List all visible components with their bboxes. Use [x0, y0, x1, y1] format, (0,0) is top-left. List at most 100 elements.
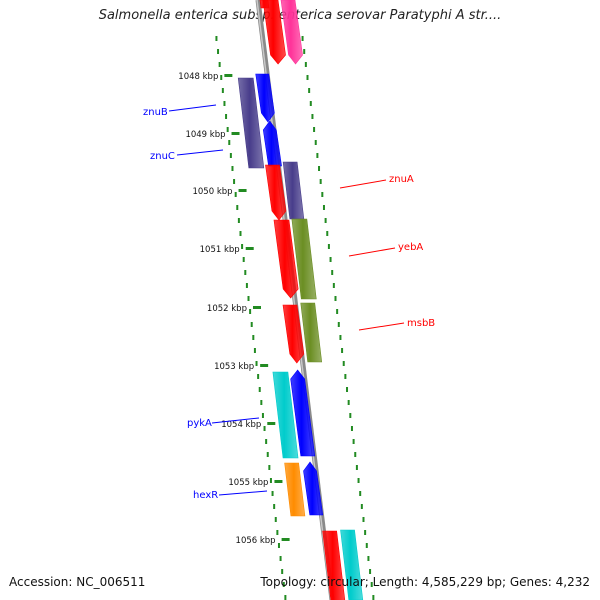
guide-dot	[271, 491, 274, 496]
gene-feature-blue	[303, 461, 324, 516]
tick-label: 1054 kbp	[221, 420, 261, 430]
guide-dot	[249, 309, 252, 314]
gene-feature-red	[265, 164, 287, 221]
tick-label: 1051 kbp	[200, 245, 240, 255]
guide-dot	[365, 543, 368, 548]
tick-mark	[267, 422, 276, 425]
guide-dot	[229, 153, 232, 158]
guide-dot	[324, 218, 327, 223]
guide-dot	[218, 62, 221, 67]
gene-feature-pink	[280, 0, 303, 65]
guide-dot	[221, 88, 224, 93]
guide-dot	[355, 465, 358, 470]
guide-dot	[241, 244, 244, 249]
guide-dot	[234, 192, 237, 197]
guide-dot	[370, 582, 373, 587]
guide-dot	[269, 478, 272, 483]
gene-feature-red	[259, 0, 270, 9]
guide-dot	[314, 140, 317, 145]
guide-dot	[273, 504, 276, 509]
genome-title: Salmonella enterica subsp. enterica sero…	[98, 8, 502, 23]
tick-label: 1048 kbp	[178, 72, 218, 82]
guide-dot	[253, 348, 256, 353]
gene-feature-olive	[291, 218, 317, 300]
gene-label-connector	[168, 104, 217, 112]
guide-dot	[236, 205, 239, 210]
guide-dot	[242, 257, 245, 262]
guide-dot	[309, 101, 312, 106]
guide-dot	[332, 283, 335, 288]
guide-dot	[313, 127, 316, 132]
guide-dot	[301, 36, 304, 41]
guide-dot	[367, 556, 370, 561]
gene-feature-cyan	[272, 371, 299, 459]
guide-dot	[337, 322, 340, 327]
gene-label-connector	[339, 179, 387, 189]
guide-dot	[316, 153, 319, 158]
guide-dot	[329, 257, 332, 262]
guide-dot	[274, 517, 277, 522]
gene-label-znuC: znuC	[150, 151, 175, 162]
guide-dot	[326, 231, 329, 236]
guide-dot	[304, 62, 307, 67]
guide-dot	[341, 348, 344, 353]
tick-mark	[245, 247, 254, 250]
guide-dot	[334, 296, 337, 301]
guide-dot	[228, 140, 231, 145]
guide-dot	[306, 75, 309, 80]
guide-dot	[372, 595, 375, 600]
accession-text: Accession: NC_006511	[9, 575, 146, 589]
guide-dot	[258, 387, 261, 392]
tick-mark	[252, 306, 261, 309]
guide-dot	[279, 556, 282, 561]
tick-mark	[231, 132, 240, 135]
guide-dot	[308, 88, 311, 93]
kbp-ticks: 1048 kbp 1049 kbp 1050 kbp 1051 kbp 1052 kbp…	[178, 72, 290, 546]
guide-dot	[277, 543, 280, 548]
guide-dot	[225, 114, 228, 119]
guide-dot	[276, 530, 279, 535]
guide-dot	[220, 75, 223, 80]
guide-dot	[217, 49, 220, 54]
guide-dot	[266, 452, 269, 457]
guide-dot	[354, 452, 357, 457]
guide-dot	[255, 361, 258, 366]
guide-dot	[239, 231, 242, 236]
guide-dot	[223, 101, 226, 106]
gene-feature-navy	[237, 77, 265, 169]
guide-dot	[252, 335, 255, 340]
guide-dot	[322, 205, 325, 210]
guide-dot	[359, 491, 362, 496]
gene-feature-olive	[300, 302, 323, 363]
gene-feature-red	[273, 219, 299, 299]
guide-dot	[261, 413, 264, 418]
guide-dot	[265, 439, 268, 444]
guide-dot	[215, 36, 218, 41]
guide-dot	[282, 582, 285, 587]
tick-label: 1056 kbp	[236, 536, 276, 546]
guide-dot	[369, 569, 372, 574]
guide-dot	[360, 504, 363, 509]
gene-feature-blue	[290, 369, 316, 457]
guide-dot	[346, 387, 349, 392]
tick-label: 1049 kbp	[185, 130, 225, 140]
guide-dot	[327, 244, 330, 249]
guide-dot	[318, 166, 321, 171]
gene-feature-red	[282, 304, 305, 364]
guide-dot	[362, 517, 365, 522]
guide-dot	[349, 413, 352, 418]
guide-dot	[247, 296, 250, 301]
tick-label: 1052 kbp	[207, 304, 247, 314]
tick-label: 1053 kbp	[214, 362, 254, 372]
tick-mark	[260, 364, 269, 367]
gene-feature-blue	[255, 73, 275, 123]
gene-label-hexR: hexR	[193, 490, 218, 501]
tick-mark	[274, 480, 283, 483]
gene-label-connector	[348, 247, 396, 257]
guide-dot	[350, 426, 353, 431]
dotted-guide-lines	[215, 36, 375, 600]
guide-dot	[245, 283, 248, 288]
guide-dot	[352, 439, 355, 444]
